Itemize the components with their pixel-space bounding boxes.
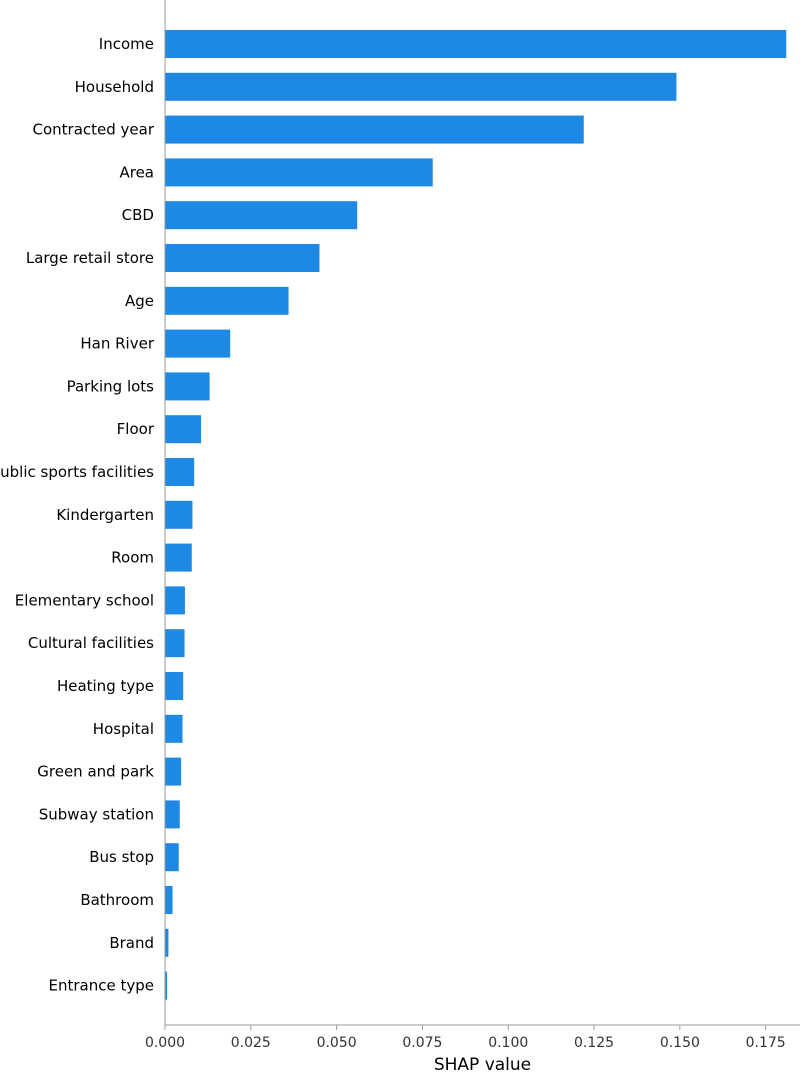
category-label-cbd: CBD	[122, 206, 154, 224]
x-tick-label: 0.075	[402, 1035, 442, 1051]
category-label-large-retail-store: Large retail store	[26, 249, 154, 267]
bar-large-retail-store	[165, 244, 320, 272]
bar-room	[165, 543, 192, 572]
category-label-income: Income	[99, 35, 154, 53]
category-label-hospital: Hospital	[93, 720, 154, 738]
category-labels-group: Income Household Contracted year Area CBD Lar…	[0, 35, 155, 995]
x-axis-title: SHAP value	[434, 1055, 531, 1075]
category-label-area: Area	[119, 163, 154, 181]
x-tick-label: 0.125	[574, 1035, 614, 1051]
bars-group	[165, 30, 787, 1000]
bar-hospital	[165, 714, 183, 743]
bar-bus-stop	[165, 843, 179, 872]
bar-brand	[165, 928, 169, 957]
category-label-brand: Brand	[109, 934, 154, 952]
category-label-subway-station: Subway station	[39, 805, 154, 823]
category-label-room: Room	[111, 549, 154, 567]
x-tick-label: 0.175	[746, 1035, 786, 1051]
axes-group	[164, 0, 800, 1026]
x-tick-label: 0.050	[317, 1035, 357, 1051]
bar-age	[165, 286, 289, 315]
bar-household	[165, 72, 677, 101]
category-label-cultural-facilities: Cultural facilities	[28, 634, 154, 652]
bar-green-and-park	[165, 757, 182, 786]
bar-han-river	[165, 329, 231, 358]
category-label-parking-lots: Parking lots	[67, 377, 155, 395]
category-label-bus-stop: Bus stop	[89, 848, 154, 866]
category-label-contracted-year: Contracted year	[32, 121, 154, 139]
category-label-age: Age	[125, 292, 154, 310]
category-label-household: Household	[75, 78, 154, 96]
bar-entrance-type	[165, 971, 168, 1000]
bar-public-sports-facilities	[165, 458, 195, 486]
bar-parking-lots	[165, 372, 210, 401]
bar-cbd	[165, 201, 358, 230]
category-label-elementary-school: Elementary school	[15, 591, 154, 609]
x-tick-label: 0.025	[231, 1035, 271, 1051]
x-tick-label: 0.150	[660, 1035, 700, 1051]
category-label-bathroom: Bathroom	[80, 891, 154, 909]
category-label-green-and-park: Green and park	[37, 763, 154, 781]
x-tick-label: 0.100	[488, 1035, 528, 1051]
bar-cultural-facilities	[165, 629, 185, 658]
x-tick-label: 0.000	[145, 1035, 185, 1051]
bar-floor	[165, 415, 202, 444]
category-label-han-river: Han River	[80, 335, 154, 353]
bar-bathroom	[165, 886, 173, 914]
bar-contracted-year	[165, 115, 584, 144]
category-label-public-sports-facilities: Public sports facilities	[0, 463, 154, 481]
category-label-floor: Floor	[117, 420, 155, 438]
category-label-heating-type: Heating type	[57, 677, 154, 695]
category-label-kindergarten: Kindergarten	[56, 506, 154, 524]
x-ticks-group: 0.000 0.025 0.050 0.075 0.100 0.125 0.150 0.175	[145, 1025, 786, 1051]
bar-area	[165, 158, 433, 187]
bar-kindergarten	[165, 500, 193, 529]
bar-income	[165, 30, 787, 58]
bar-elementary-school	[165, 586, 185, 615]
bar-heating-type	[165, 672, 184, 700]
bar-subway-station	[165, 800, 180, 829]
category-label-entrance-type: Entrance type	[49, 977, 154, 995]
